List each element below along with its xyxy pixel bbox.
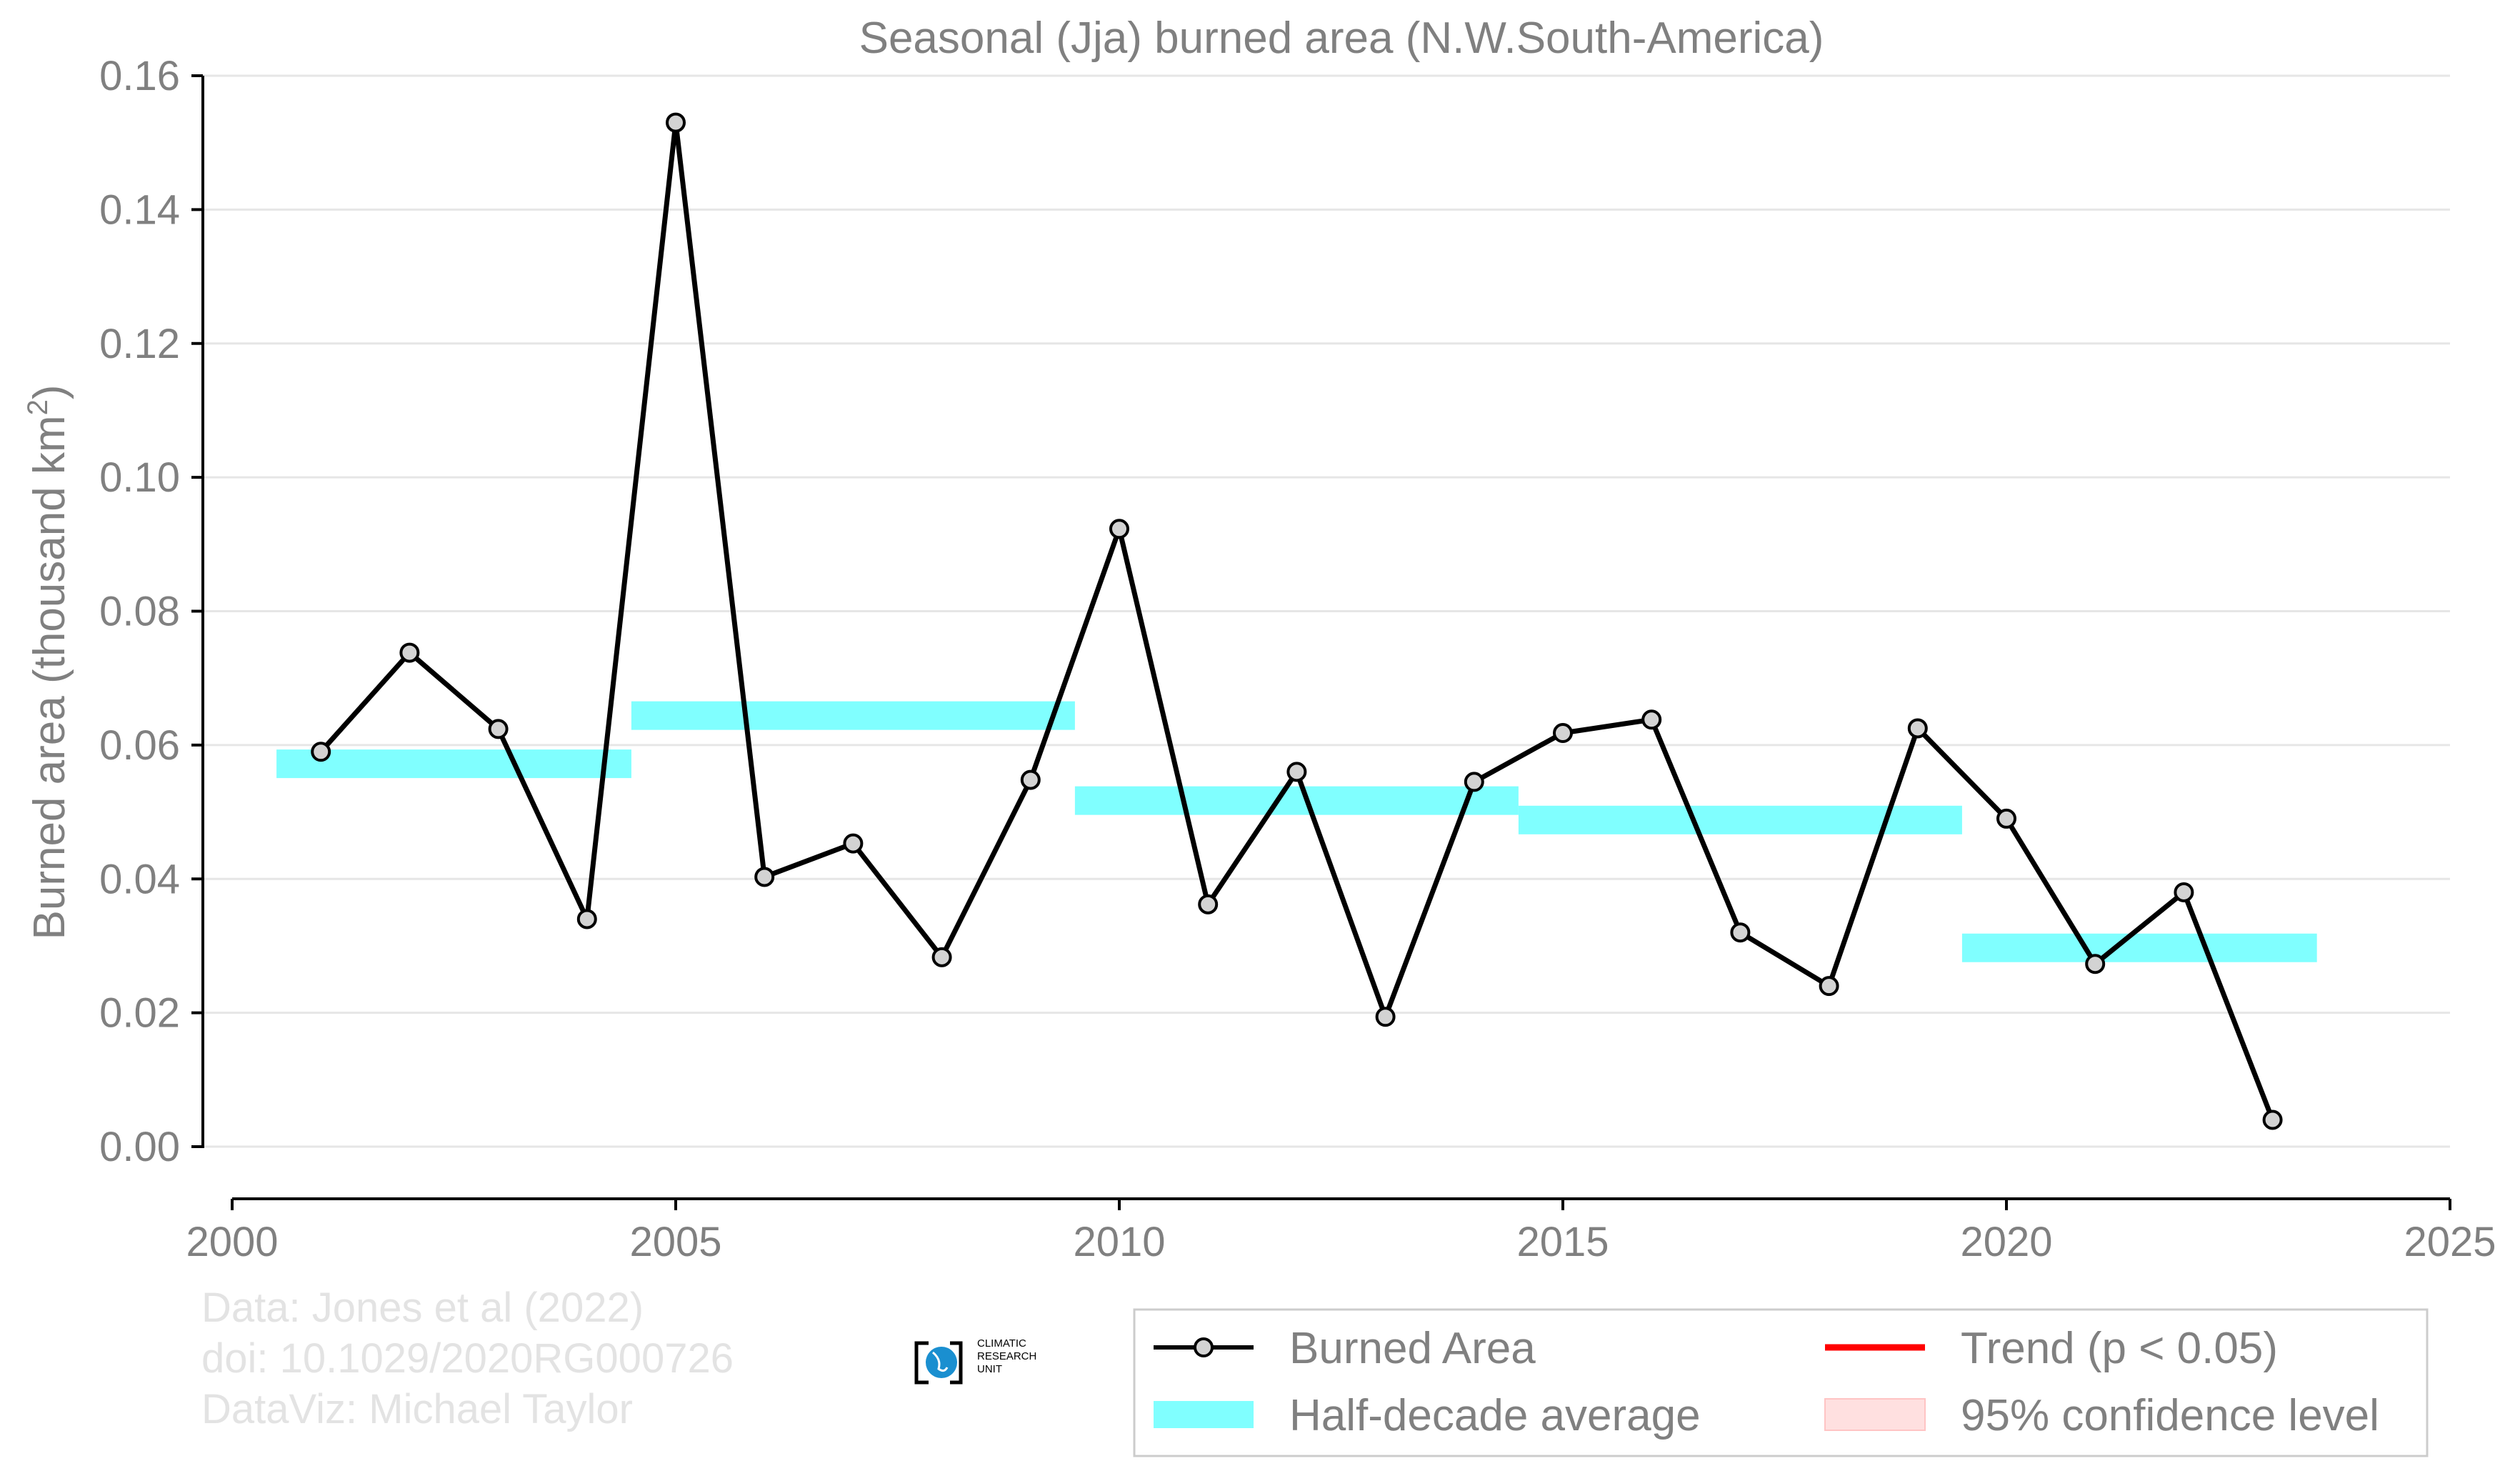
data-point-2014	[1464, 772, 1484, 792]
data-point-2020	[1996, 808, 2016, 829]
cru-logo: CLIMATIC RESEARCH UNIT	[914, 1337, 1036, 1385]
x-tick-label-5: 2025	[2404, 1219, 2496, 1265]
y-tick-label-0: 0.00	[99, 1124, 180, 1170]
legend-label-burned-area: Burned Area	[1289, 1324, 1536, 1373]
y-tick-label-2: 0.04	[99, 856, 180, 902]
x-tick-label-4: 2020	[1960, 1219, 2052, 1265]
chart-title: Seasonal (Jja) burned area (N.W.South-Am…	[859, 14, 1824, 63]
credit-data: Data: Jones et al (2022)	[201, 1285, 644, 1331]
data-point-2021	[2085, 954, 2106, 974]
legend-label-confidence: 95% confidence level	[1961, 1391, 2379, 1440]
data-point-2023	[2262, 1109, 2283, 1130]
data-point-2007	[843, 833, 864, 854]
y-tick-labels: 0.00 0.02 0.04 0.06 0.08 0.10 0.12 0.14 0.16	[99, 53, 180, 1170]
grid	[203, 74, 2450, 1148]
data-point-2022	[2174, 882, 2194, 902]
burned-area-series	[311, 112, 2283, 1130]
half-decade-bar-1	[631, 701, 1075, 730]
y-tick-label-6: 0.12	[99, 321, 180, 367]
data-point-2008	[931, 947, 952, 967]
data-point-2006	[754, 867, 775, 887]
logo-text-line3: UNIT	[977, 1363, 1002, 1375]
data-point-2016	[1641, 709, 1662, 730]
y-tick-label-1: 0.02	[99, 990, 180, 1037]
data-point-2011	[1198, 894, 1219, 914]
legend-item-burned-area: Burned Area	[1154, 1324, 1536, 1373]
x-tick-label-3: 2015	[1516, 1219, 1609, 1265]
legend-item-trend: Trend (p < 0.05)	[1825, 1324, 2278, 1373]
y-tick-label-7: 0.14	[99, 186, 180, 233]
data-point-2010	[1109, 519, 1129, 539]
y-axis-label: Burned area (thousand km2)	[22, 384, 74, 939]
globe-icon	[926, 1347, 957, 1378]
data-point-2001	[311, 742, 331, 762]
credit-dataviz: DataViz: Michael Taylor	[201, 1386, 633, 1432]
data-point-2012	[1286, 762, 1307, 782]
legend: Burned Area Trend (p < 0.05) Half-decade…	[1133, 1308, 2429, 1457]
data-point-2009	[1020, 769, 1041, 790]
data-point-2017	[1730, 922, 1751, 943]
data-point-2019	[1907, 718, 1928, 739]
half-decade-bar-3	[1518, 805, 1962, 834]
data-point-2004	[576, 909, 597, 929]
y-tick-label-5: 0.10	[99, 454, 180, 501]
x-tick-label-1: 2005	[629, 1219, 721, 1265]
data-point-2002	[399, 642, 420, 663]
y-tick-label-8: 0.16	[99, 53, 180, 99]
legend-item-confidence: 95% confidence level	[1824, 1391, 2379, 1440]
y-tick-label-3: 0.06	[99, 722, 180, 769]
logo-text-line2: RESEARCH	[977, 1350, 1036, 1362]
legend-label-half-decade: Half-decade average	[1289, 1391, 1701, 1440]
data-point-2015	[1553, 723, 1573, 744]
legend-label-trend: Trend (p < 0.05)	[1961, 1324, 2278, 1373]
credits: Data: Jones et al (2022) doi: 10.1029/20…	[201, 1285, 734, 1432]
x-tick-label-2: 2010	[1073, 1219, 1165, 1265]
logo-text-line1: CLIMATIC	[977, 1337, 1026, 1350]
x-tick-labels: 2000 2005 2010 2015 2020 2025	[186, 1219, 2496, 1265]
burned-area-line	[319, 120, 2275, 1121]
x-tick-label-0: 2000	[186, 1219, 278, 1265]
half-decade-bar-0	[276, 749, 631, 779]
y-tick-label-4: 0.08	[99, 589, 180, 635]
axes	[191, 74, 2451, 1210]
half-decade-bar-2	[1074, 786, 1519, 815]
legend-item-half-decade: Half-decade average	[1154, 1391, 1701, 1440]
data-point-2003	[488, 719, 509, 739]
credit-doi: doi: 10.1029/2020RG000726	[201, 1335, 734, 1382]
legend-box	[1133, 1308, 2429, 1457]
data-point-2013	[1375, 1007, 1396, 1027]
half-decade-bars	[276, 701, 2317, 962]
data-point-2018	[1819, 976, 1839, 997]
data-point-2005	[666, 112, 686, 133]
half-decade-bar-4	[1961, 933, 2317, 962]
